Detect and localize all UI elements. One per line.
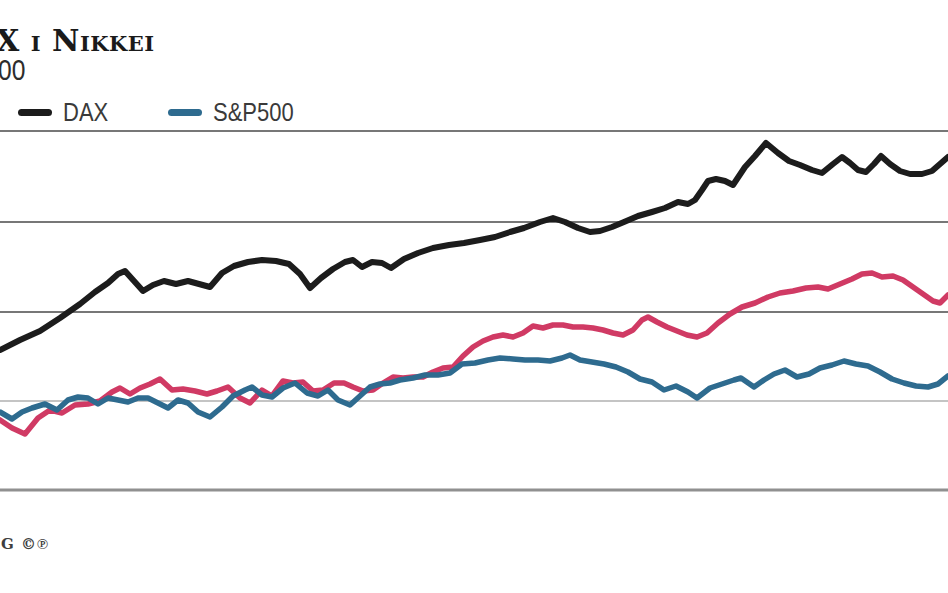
chart-svg xyxy=(0,0,948,593)
series-line-nikkei xyxy=(0,273,948,434)
chart-page: X i Nikkei 00 DAX S&P500 G ©℗ xyxy=(0,0,948,593)
series-line-dax xyxy=(0,143,948,350)
source-attribution: G ©℗ xyxy=(1,535,49,553)
